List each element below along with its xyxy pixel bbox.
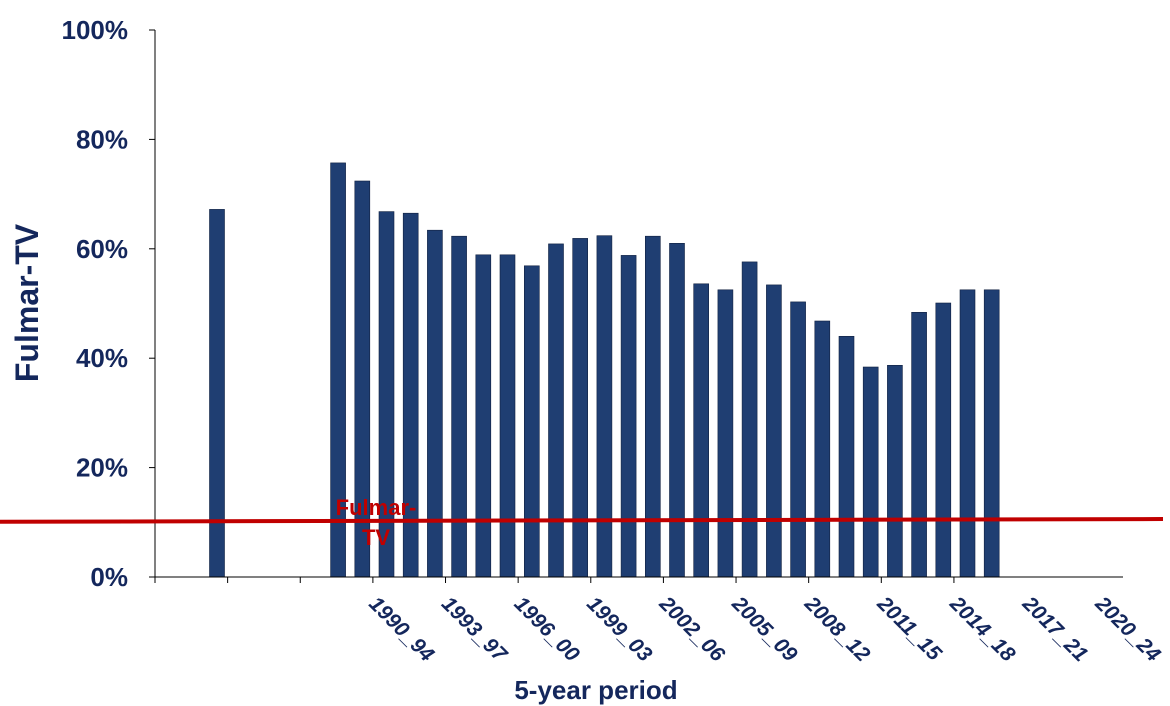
bar-2008_12 xyxy=(693,283,710,578)
x-tick-label: 1990_94 xyxy=(364,592,438,666)
y-axis-title: Fulmar-TV xyxy=(9,223,45,382)
bar-2004_08 xyxy=(596,235,613,578)
bar-2005_09 xyxy=(620,255,637,578)
x-tick-label: 2005_09 xyxy=(727,592,802,667)
x-tick-label: 1993_97 xyxy=(437,592,512,667)
bar-2013_17 xyxy=(814,320,831,578)
bar-2012_16 xyxy=(790,301,806,578)
reference-line xyxy=(0,517,1164,524)
x-tick-label: 2017_21 xyxy=(1017,592,1092,667)
x-tick-label: 1999_03 xyxy=(582,592,656,666)
y-tick-label: 20% xyxy=(76,453,128,483)
bar-1999_03 xyxy=(475,254,492,578)
bar-2015_19 xyxy=(862,366,879,578)
bar-2002_06 xyxy=(548,243,564,578)
y-tick-label: 100% xyxy=(62,15,129,45)
x-tick-label: 2008_12 xyxy=(799,592,874,667)
bar-2007_11 xyxy=(669,243,685,578)
x-tick-label: 1996_00 xyxy=(510,592,584,666)
reference-line-label-line2: TV xyxy=(362,525,390,550)
reference-line-label-line1: Fulmar- xyxy=(336,495,417,520)
y-tick-label: 60% xyxy=(76,234,128,264)
x-tick-label: 2002_06 xyxy=(654,592,729,667)
bar-2009_13 xyxy=(717,289,734,578)
bar-2017_21 xyxy=(911,311,927,578)
bar-2016_20 xyxy=(887,364,903,578)
bar-2006_10 xyxy=(644,235,661,578)
bar-2014_18 xyxy=(838,335,855,578)
x-tick-label: 2020_24 xyxy=(1090,592,1165,667)
x-tick-label: 2014_18 xyxy=(945,592,1020,667)
y-tick-label: 0% xyxy=(90,562,128,592)
y-tick-label: 40% xyxy=(76,343,128,373)
bar-2001_05 xyxy=(523,265,540,578)
bar-2020_24 xyxy=(983,289,1000,578)
y-tick-label: 80% xyxy=(76,124,128,154)
bar-2010_14 xyxy=(741,261,758,578)
x-tick-label: 2011_15 xyxy=(872,592,946,666)
bar-1998_02 xyxy=(451,235,467,578)
x-ticks-group: 1990_941993_971996_001999_032002_062005_… xyxy=(154,577,1165,667)
bar-1997_01 xyxy=(427,229,443,578)
x-axis-title: 5-year period xyxy=(514,675,677,705)
bar-2000_04 xyxy=(499,254,516,578)
y-ticks-group: 0% 20% 40% 60% 80% 100% xyxy=(62,15,155,592)
bar-2003_07 xyxy=(572,238,589,578)
bars-group xyxy=(209,162,1000,578)
bar-2011_15 xyxy=(766,284,782,578)
bar-2019_23 xyxy=(959,289,976,578)
bar-2018_22 xyxy=(935,302,952,578)
